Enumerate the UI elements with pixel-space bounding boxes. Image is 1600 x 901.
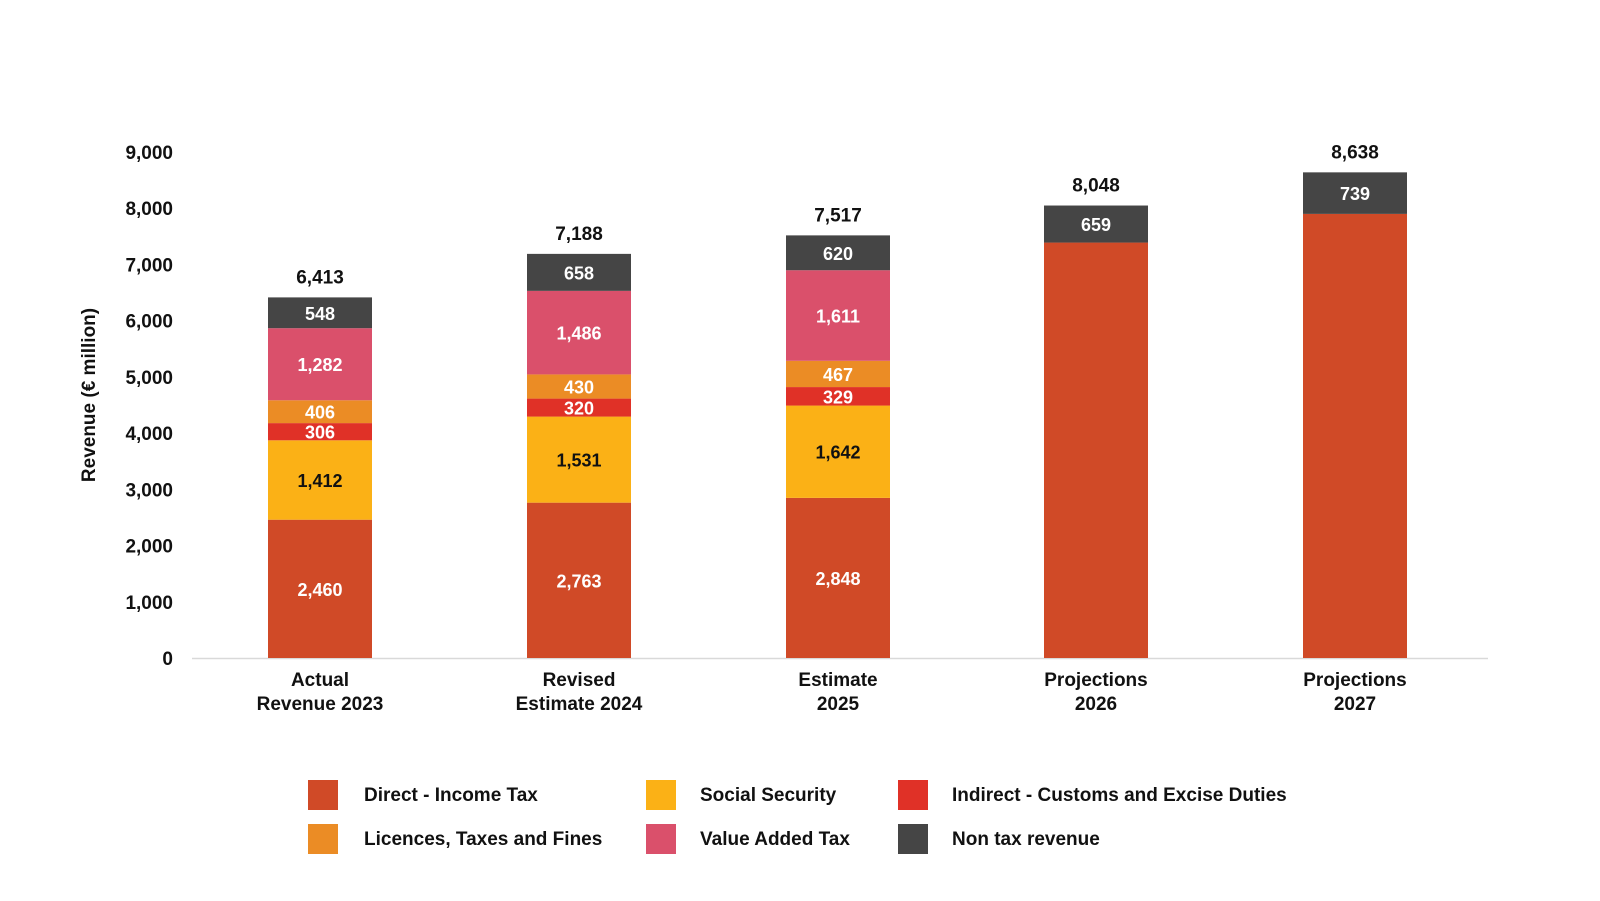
bar-segment: [786, 497, 890, 658]
legend-item: Indirect - Customs and Excise Duties: [898, 780, 1287, 810]
bar-segment: [1044, 205, 1148, 243]
legend-swatch: [646, 780, 676, 810]
bar-segment: [527, 502, 631, 658]
y-tick-label: 8,000: [125, 199, 173, 220]
segment-value-label: 658: [564, 263, 594, 283]
legend-swatch: [308, 780, 338, 810]
bar-segment: [268, 328, 372, 401]
x-category-label: Estimate 2025: [798, 670, 877, 715]
total-value-label: 7,188: [555, 224, 603, 245]
x-category-label: Projections 2026: [1044, 670, 1147, 715]
bar-segment: [1044, 242, 1148, 658]
segment-value-label: 467: [823, 365, 853, 385]
legend-swatch: [646, 824, 676, 854]
legend: Direct - Income Tax Social Security Indire…: [308, 780, 1287, 854]
bar-segment: [527, 374, 631, 399]
bar-segment: [786, 235, 890, 271]
y-tick-label: 0: [162, 649, 173, 670]
legend-label: Direct - Income Tax: [364, 785, 538, 806]
segment-value-label: 1,412: [297, 471, 342, 491]
legend-label: Value Added Tax: [700, 829, 850, 850]
y-tick-label: 5,000: [125, 368, 173, 389]
bar-segment: [527, 290, 631, 375]
bar-segment: [786, 270, 890, 361]
x-axis-categories: Actual Revenue 2023 Revised Estimate 2024 Es…: [257, 670, 1407, 715]
y-axis: 0 1,000 2,000 3,000 4,000 5,000 6,000 7,000 8,00…: [125, 143, 173, 670]
bar-segment: [1303, 172, 1407, 214]
x-category-label: Actual Revenue 2023: [257, 670, 384, 715]
y-axis-label: Revenue (€ million): [79, 308, 100, 482]
y-tick-label: 9,000: [125, 143, 173, 164]
bar-segment: [1303, 213, 1407, 658]
legend-item: Value Added Tax: [646, 824, 850, 854]
segment-value-label: 2,763: [556, 571, 601, 591]
bar-segment: [786, 387, 890, 406]
legend-item: Direct - Income Tax: [308, 780, 538, 810]
legend-swatch: [898, 780, 928, 810]
segment-value-label: 406: [305, 403, 335, 423]
bar-segment: [268, 297, 372, 329]
bar-segment: [268, 423, 372, 441]
bar-segment: [786, 360, 890, 388]
legend-item: Licences, Taxes and Fines: [308, 824, 602, 854]
segment-value-label: 1,642: [815, 443, 860, 463]
segment-value-label: 2,848: [815, 569, 860, 589]
total-value-label: 6,413: [296, 267, 344, 288]
segment-value-label: 620: [823, 244, 853, 264]
bar-segment: [527, 398, 631, 417]
legend-label: Indirect - Customs and Excise Duties: [952, 785, 1287, 806]
segment-value-label: 1,486: [556, 324, 601, 344]
total-value-label: 8,638: [1331, 142, 1379, 163]
segment-value-label: 306: [305, 423, 335, 443]
segment-value-label: 2,460: [297, 580, 342, 600]
y-tick-label: 1,000: [125, 593, 173, 614]
bar-stack: 739 8,638: [1303, 142, 1407, 658]
total-value-label: 8,048: [1072, 176, 1120, 197]
segment-value-label: 739: [1340, 184, 1370, 204]
y-tick-label: 4,000: [125, 424, 173, 445]
segment-value-label: 329: [823, 387, 853, 407]
legend-label: Social Security: [700, 785, 837, 806]
segment-value-label: 430: [564, 378, 594, 398]
x-category-label: Revised Estimate 2024: [516, 670, 643, 715]
y-tick-label: 7,000: [125, 255, 173, 276]
segment-value-label: 1,611: [816, 307, 860, 327]
legend-swatch: [308, 824, 338, 854]
x-category-label: Projections 2027: [1303, 670, 1406, 715]
y-tick-label: 3,000: [125, 480, 173, 501]
legend-label: Licences, Taxes and Fines: [364, 829, 602, 850]
segment-value-label: 548: [305, 304, 335, 324]
bar-segment: [786, 405, 890, 498]
segment-value-label: 320: [564, 399, 594, 419]
y-tick-label: 2,000: [125, 537, 173, 558]
total-value-label: 7,517: [814, 205, 862, 226]
bar-segment: [268, 400, 372, 424]
bar-stack: 659 8,048: [1044, 176, 1148, 658]
legend-item: Social Security: [646, 780, 837, 810]
legend-label: Non tax revenue: [952, 829, 1100, 850]
y-tick-label: 6,000: [125, 312, 173, 333]
bar-segment: [527, 253, 631, 291]
segment-value-label: 659: [1081, 215, 1111, 235]
bar-segment: [527, 416, 631, 503]
bar-segment: [268, 440, 372, 520]
segment-value-label: 1,282: [297, 355, 342, 375]
legend-item: Non tax revenue: [898, 824, 1100, 854]
bar-segment: [268, 519, 372, 658]
legend-swatch: [898, 824, 928, 854]
segment-value-label: 1,531: [556, 451, 601, 471]
